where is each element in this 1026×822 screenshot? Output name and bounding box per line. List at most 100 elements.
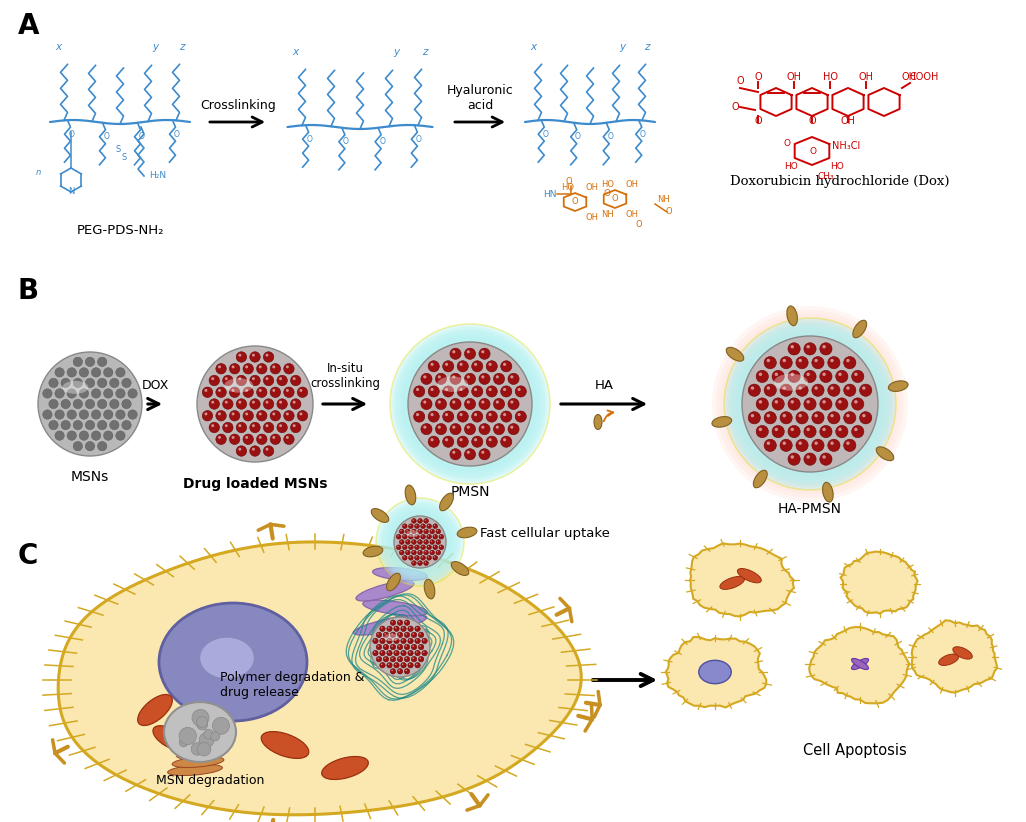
Circle shape bbox=[403, 546, 404, 547]
Circle shape bbox=[403, 524, 404, 526]
Circle shape bbox=[61, 378, 71, 388]
Circle shape bbox=[372, 638, 379, 644]
Circle shape bbox=[420, 658, 421, 659]
Circle shape bbox=[766, 386, 771, 390]
Circle shape bbox=[391, 670, 393, 671]
Circle shape bbox=[404, 632, 409, 638]
Circle shape bbox=[184, 730, 195, 741]
Circle shape bbox=[427, 556, 432, 560]
Circle shape bbox=[419, 530, 420, 531]
Circle shape bbox=[501, 386, 512, 397]
Circle shape bbox=[460, 438, 463, 441]
Circle shape bbox=[836, 371, 847, 382]
Text: HO: HO bbox=[784, 162, 798, 171]
Text: O: O bbox=[69, 130, 74, 139]
Circle shape bbox=[223, 376, 233, 386]
Circle shape bbox=[838, 427, 841, 431]
Circle shape bbox=[481, 376, 484, 378]
Circle shape bbox=[427, 524, 432, 529]
Circle shape bbox=[266, 424, 269, 427]
Circle shape bbox=[452, 426, 456, 429]
Circle shape bbox=[409, 663, 410, 665]
Ellipse shape bbox=[262, 732, 309, 759]
Text: x: x bbox=[292, 47, 299, 57]
Circle shape bbox=[796, 412, 808, 424]
Circle shape bbox=[720, 314, 900, 494]
Circle shape bbox=[820, 398, 832, 410]
Circle shape bbox=[728, 322, 892, 486]
Ellipse shape bbox=[225, 378, 253, 393]
Text: O: O bbox=[808, 147, 816, 156]
Circle shape bbox=[381, 503, 459, 581]
Circle shape bbox=[380, 626, 385, 631]
Circle shape bbox=[394, 650, 399, 656]
Ellipse shape bbox=[137, 695, 172, 726]
Ellipse shape bbox=[726, 348, 744, 361]
Circle shape bbox=[862, 386, 866, 390]
Circle shape bbox=[486, 411, 498, 423]
Circle shape bbox=[424, 540, 429, 544]
Circle shape bbox=[460, 388, 463, 391]
Circle shape bbox=[284, 434, 294, 445]
Circle shape bbox=[272, 413, 275, 415]
Circle shape bbox=[390, 644, 396, 649]
Ellipse shape bbox=[153, 726, 187, 750]
Circle shape bbox=[503, 438, 506, 441]
Circle shape bbox=[442, 386, 453, 397]
Circle shape bbox=[238, 400, 241, 404]
Circle shape bbox=[424, 519, 429, 524]
Circle shape bbox=[796, 357, 808, 369]
Circle shape bbox=[43, 389, 52, 398]
Circle shape bbox=[245, 413, 248, 415]
Text: O: O bbox=[543, 130, 548, 139]
Circle shape bbox=[820, 453, 832, 465]
Circle shape bbox=[407, 650, 413, 656]
Text: In-situ
crosslinking: In-situ crosslinking bbox=[310, 362, 380, 390]
Circle shape bbox=[425, 561, 426, 563]
Circle shape bbox=[406, 530, 407, 531]
Circle shape bbox=[380, 650, 385, 656]
Circle shape bbox=[110, 399, 119, 409]
Circle shape bbox=[397, 331, 543, 477]
Text: OH: OH bbox=[625, 180, 638, 189]
Ellipse shape bbox=[164, 702, 236, 762]
Circle shape bbox=[412, 551, 413, 552]
Circle shape bbox=[433, 534, 437, 539]
Polygon shape bbox=[58, 542, 581, 815]
Circle shape bbox=[85, 399, 94, 409]
Circle shape bbox=[846, 386, 850, 390]
Circle shape bbox=[418, 529, 423, 533]
Circle shape bbox=[104, 431, 113, 441]
Circle shape bbox=[437, 530, 438, 531]
Circle shape bbox=[474, 363, 477, 366]
Circle shape bbox=[266, 400, 269, 404]
Ellipse shape bbox=[437, 376, 468, 392]
Circle shape bbox=[772, 426, 784, 437]
Circle shape bbox=[67, 431, 76, 441]
Circle shape bbox=[252, 377, 254, 380]
Circle shape bbox=[424, 426, 427, 429]
Circle shape bbox=[411, 550, 417, 555]
Circle shape bbox=[211, 400, 214, 404]
Circle shape bbox=[828, 384, 840, 396]
Circle shape bbox=[116, 367, 125, 377]
Circle shape bbox=[780, 439, 792, 451]
Circle shape bbox=[783, 386, 786, 390]
Circle shape bbox=[400, 551, 402, 552]
Circle shape bbox=[372, 650, 379, 656]
Circle shape bbox=[404, 668, 409, 674]
Circle shape bbox=[380, 638, 385, 644]
Circle shape bbox=[405, 621, 407, 622]
Circle shape bbox=[474, 438, 477, 441]
Circle shape bbox=[439, 545, 443, 550]
Circle shape bbox=[91, 367, 101, 377]
Circle shape bbox=[405, 670, 407, 671]
Circle shape bbox=[104, 367, 113, 377]
Circle shape bbox=[510, 426, 513, 429]
Circle shape bbox=[180, 727, 196, 745]
Circle shape bbox=[439, 534, 443, 539]
Circle shape bbox=[823, 427, 826, 431]
Circle shape bbox=[846, 414, 850, 418]
Circle shape bbox=[232, 436, 235, 439]
Circle shape bbox=[55, 410, 65, 419]
